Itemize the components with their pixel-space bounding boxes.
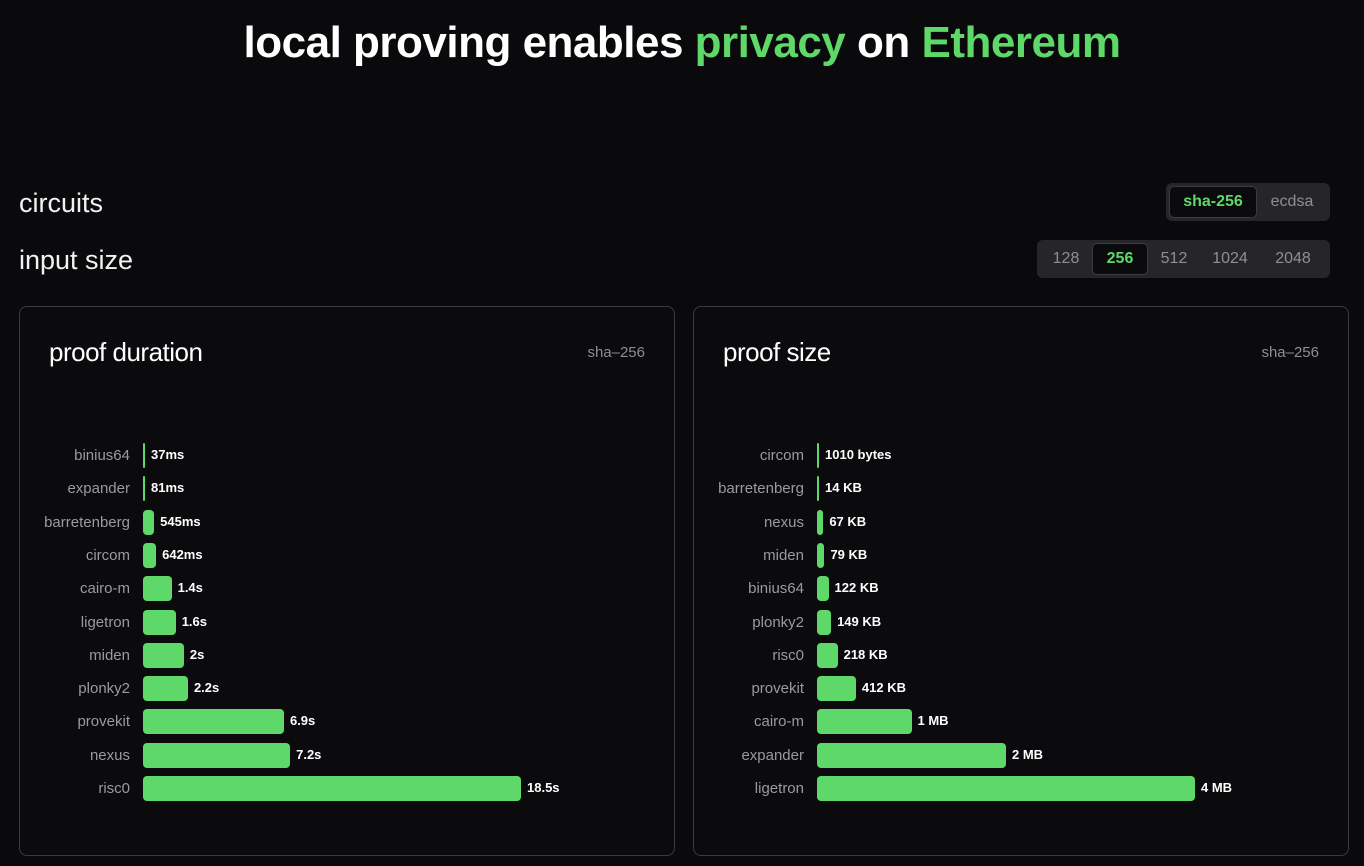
bar <box>817 642 838 668</box>
bar-label: cairo-m <box>79 580 130 598</box>
bar-label: binius64 <box>748 580 804 598</box>
bar-value-label: 2s <box>189 646 205 662</box>
bar <box>143 676 188 702</box>
input-size-option-128[interactable]: 128 <box>1052 250 1080 267</box>
bar <box>817 742 1006 768</box>
bar-value-label: 122 KB <box>834 580 879 596</box>
bar <box>143 709 284 735</box>
bar-label: nexus <box>89 746 130 764</box>
bar-value-label: 67 KB <box>829 513 867 529</box>
title-part-1: local proving enables <box>243 18 684 67</box>
bar-value-label: 1 MB <box>917 713 949 729</box>
bar-label: risc0 <box>98 780 130 797</box>
bar <box>143 576 172 602</box>
bar <box>143 542 157 568</box>
bar-value-label: 79 KB <box>830 546 868 562</box>
panel-circuit-tag: sha–256 <box>1261 344 1319 361</box>
proof-duration-panel: proof duration sha–256 binius64 37ms expan… <box>19 306 675 856</box>
circuits-selector: sha-256 ecdsa <box>1166 183 1330 221</box>
bar <box>817 709 912 735</box>
bar <box>143 509 155 535</box>
bar-value-label: 1.6s <box>181 613 207 629</box>
bar <box>143 443 145 468</box>
bar <box>817 509 824 535</box>
bar-label: barretenberg <box>718 480 804 498</box>
bar-label: nexus <box>763 513 804 531</box>
input-size-option-512[interactable]: 512 <box>1160 250 1188 267</box>
bar-label: circom <box>759 447 804 464</box>
title-part-2: privacy <box>694 18 846 67</box>
bar-label: risc0 <box>772 646 804 664</box>
bar <box>143 642 184 668</box>
bar-value-label: 18.5s <box>527 780 560 795</box>
bar <box>143 776 521 801</box>
bar-value-label: 14 KB <box>825 480 862 496</box>
bar <box>817 609 832 635</box>
bar-value-label: 7.2s <box>296 746 322 762</box>
bar <box>817 576 829 602</box>
bar-label: expander <box>67 480 130 498</box>
title-part-4: Ethereum <box>921 18 1121 67</box>
bar-value-label: 6.9s <box>289 713 316 729</box>
panel-title: proof duration <box>49 337 203 367</box>
bar-label: ligetron <box>754 780 804 797</box>
bar-value-label: 4 MB <box>1201 780 1233 795</box>
bar <box>143 476 145 502</box>
bar-label: barretenberg <box>44 513 130 531</box>
bar <box>817 776 1195 801</box>
bar <box>817 476 819 502</box>
input-size-option-1024[interactable]: 1024 <box>1212 250 1248 267</box>
bar-label: provekit <box>751 680 804 698</box>
bar-label: circom <box>85 546 130 564</box>
input-size-option-256[interactable]: 256 <box>1092 243 1148 275</box>
input-size-option-2048[interactable]: 2048 <box>1275 250 1311 267</box>
bar-value-label: 2 MB <box>1012 746 1044 762</box>
bar <box>143 742 291 768</box>
bar-value-label: 642ms <box>162 546 203 562</box>
bar-value-label: 218 KB <box>843 646 888 662</box>
panel-title: proof size <box>723 337 831 367</box>
title-part-3: on <box>857 18 910 67</box>
circuit-option-ecdsa[interactable]: ecdsa <box>1270 193 1314 210</box>
bar <box>817 676 856 702</box>
bar-value-label: 37ms <box>151 447 185 462</box>
input-size-selector: 128 256 512 1024 2048 <box>1037 240 1330 278</box>
bar <box>817 443 819 468</box>
bar-value-label: 545ms <box>160 513 201 529</box>
bar-label: ligetron <box>80 613 130 631</box>
bar-label: expander <box>741 746 804 764</box>
input-size-label: input size <box>19 245 134 275</box>
bar <box>817 542 825 568</box>
bar-value-label: 1010 bytes <box>825 447 892 462</box>
panel-circuit-tag: sha–256 <box>587 344 645 361</box>
page-title: local proving enables privacy on Ethereu… <box>0 18 1364 68</box>
bar-label: plonky2 <box>752 613 804 631</box>
circuits-label: circuits <box>19 188 104 218</box>
bar <box>143 609 176 635</box>
bar-label: miden <box>89 646 130 664</box>
bar-label: binius64 <box>74 447 130 464</box>
bar-value-label: 81ms <box>151 480 185 496</box>
bar-label: provekit <box>77 713 130 731</box>
bar-value-label: 2.2s <box>193 680 220 696</box>
bar-label: plonky2 <box>78 680 130 698</box>
bar-label: cairo-m <box>753 713 804 731</box>
bar-value-label: 1.4s <box>177 580 203 596</box>
circuit-option-sha-256[interactable]: sha-256 <box>1169 186 1257 218</box>
proof-size-panel: proof size sha–256 circom 1010 bytes barre… <box>693 306 1349 856</box>
bar-value-label: 149 KB <box>837 613 882 629</box>
bar-label: miden <box>763 546 804 564</box>
bar-value-label: 412 KB <box>861 680 906 696</box>
